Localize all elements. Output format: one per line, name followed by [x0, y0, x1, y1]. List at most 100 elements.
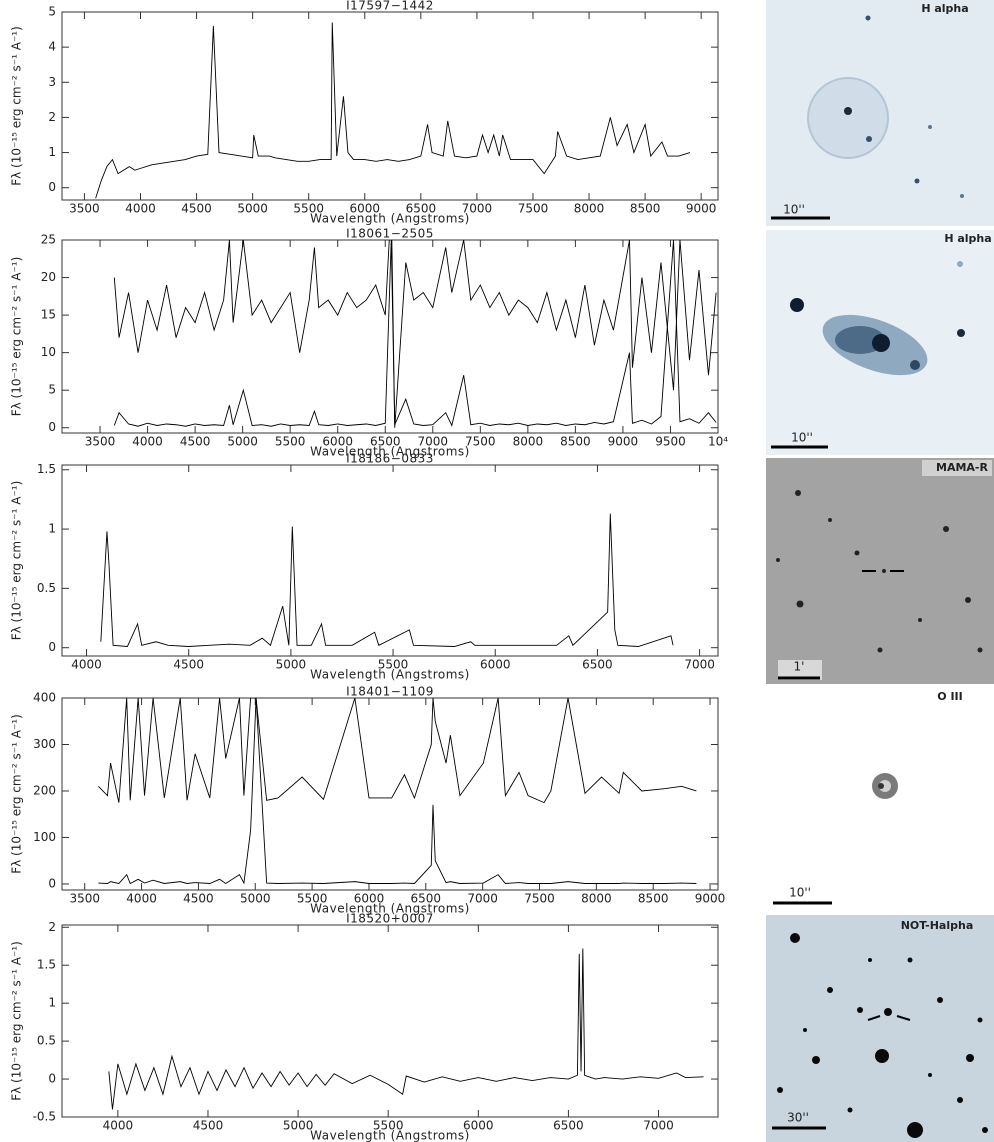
- star: [847, 1107, 853, 1113]
- x-tick-label: 6500: [370, 435, 401, 449]
- image-panel: MAMA-R 1': [766, 458, 994, 684]
- x-tick-label: 5500: [293, 202, 324, 216]
- x-tick-label: 7500: [518, 202, 549, 216]
- plot-frame: [61, 697, 719, 891]
- scale-label: 1': [794, 660, 805, 674]
- image-label: O III: [937, 690, 962, 703]
- star: [857, 1007, 863, 1013]
- y-tick-label: 200: [33, 783, 56, 797]
- star: [937, 997, 943, 1003]
- x-tick-label: 8500: [560, 435, 591, 449]
- x-tick-label: 8000: [513, 435, 544, 449]
- x-tick-label: 5000: [227, 435, 258, 449]
- x-tick-label: 8000: [574, 202, 605, 216]
- plot-frame: [61, 239, 719, 434]
- y-axis-label: Fλ (10⁻¹⁵ erg cm⁻² s⁻¹ A⁻¹): [10, 714, 24, 874]
- y-tick-label: 1.5: [37, 958, 56, 972]
- x-tick-label: 7000: [462, 202, 493, 216]
- star: [910, 360, 920, 370]
- star: [965, 597, 971, 603]
- y-tick-label: 2: [48, 110, 56, 124]
- y-tick-label: 15: [41, 308, 56, 322]
- x-tick-label: 6500: [553, 1119, 584, 1133]
- y-tick-label: 0: [48, 876, 56, 890]
- x-axis-label: Wavelength (Angstroms): [310, 668, 470, 682]
- y-tick-label: 3: [48, 75, 56, 89]
- star: [854, 550, 860, 556]
- plot-frame: [61, 924, 719, 1118]
- x-tick-label: 7000: [643, 1119, 674, 1133]
- x-tick-label: 4000: [103, 1119, 134, 1133]
- star: [960, 194, 964, 198]
- y-tick-label: 1: [48, 996, 56, 1010]
- x-tick-label: 3500: [69, 202, 100, 216]
- y-tick-label: 0.5: [37, 581, 56, 595]
- star: [866, 136, 872, 142]
- y-tick-label: 1: [48, 145, 56, 159]
- y-axis-label: Fλ (10⁻¹⁵ erg cm⁻² s⁻¹ A⁻¹): [10, 26, 24, 186]
- scale-label: 10'': [791, 431, 813, 445]
- y-tick-label: 5: [48, 383, 56, 397]
- star: [877, 647, 883, 653]
- spectrum-line: [108, 948, 704, 1110]
- y-axis-label: Fλ (10⁻¹⁵ erg cm⁻² s⁻¹ A⁻¹): [10, 481, 24, 641]
- star: [790, 298, 804, 312]
- y-axis-label: Fλ (10⁻¹⁵ erg cm⁻² s⁻¹ A⁻¹): [10, 941, 24, 1101]
- star: [872, 334, 890, 352]
- y-tick-label: 0.5: [37, 1034, 56, 1048]
- star: [777, 1087, 783, 1093]
- x-tick-label: 4000: [126, 892, 157, 906]
- star: [982, 1127, 988, 1133]
- x-tick-label: 6000: [322, 435, 353, 449]
- x-axis-label: Wavelength (Angstroms): [310, 902, 470, 916]
- y-tick-label: 400: [33, 691, 56, 705]
- label-box: [922, 460, 992, 476]
- chart-title: I18401−1109: [346, 685, 434, 699]
- image: [766, 687, 994, 912]
- image-label: NOT-Halpha: [901, 919, 974, 932]
- star: [776, 558, 780, 562]
- spectrum-line: [113, 240, 717, 428]
- x-tick-label: 7500: [524, 892, 555, 906]
- x-tick-label: 7000: [418, 435, 449, 449]
- y-tick-label: 0: [48, 1072, 56, 1086]
- x-tick-label: 5500: [373, 1119, 404, 1133]
- image-label: H alpha: [944, 232, 991, 245]
- y-tick-label: 0: [48, 420, 56, 434]
- x-tick-label: 9000: [608, 435, 639, 449]
- star: [977, 1017, 983, 1023]
- y-tick-label: -0.5: [33, 1110, 56, 1124]
- spectrum-line: [95, 22, 691, 199]
- chart-panel: I18186−0833 Wavelength (Angstroms) Fλ (10⁻…: [10, 452, 719, 682]
- nebula: [835, 326, 885, 354]
- scale-label: 30'': [787, 1111, 809, 1125]
- x-tick-label: 3500: [69, 892, 100, 906]
- x-tick-label: 9500: [655, 435, 686, 449]
- stars: [777, 933, 988, 1138]
- x-axis-label: Wavelength (Angstroms): [310, 1129, 470, 1142]
- x-axis-label: Wavelength (Angstroms): [310, 445, 470, 459]
- x-tick-label: 6500: [582, 658, 613, 672]
- y-tick-label: 1: [48, 522, 56, 536]
- star: [868, 958, 872, 962]
- spectrum-line: [98, 698, 697, 885]
- star: [795, 490, 801, 496]
- stars: [776, 490, 983, 653]
- x-tick-label: 5000: [237, 202, 268, 216]
- marker: [896, 1015, 911, 1021]
- y-tick-label: 20: [41, 270, 56, 284]
- star: [966, 1054, 974, 1062]
- star: [796, 600, 804, 608]
- x-tick-label: 6500: [411, 892, 442, 906]
- x-tick-label: 4500: [173, 658, 204, 672]
- nebula: [807, 77, 889, 159]
- x-tick-label: 5000: [283, 1119, 314, 1133]
- chart-panel: I18520+0007 Wavelength (Angstroms) Fλ (10⁻…: [10, 912, 719, 1142]
- y-tick-label: 0: [48, 640, 56, 654]
- scale-label: 10'': [783, 203, 805, 217]
- x-tick-label: 7500: [465, 435, 496, 449]
- x-tick-label: 5500: [297, 892, 328, 906]
- chart-title: I18186−0833: [346, 452, 434, 466]
- image-label: MAMA-R: [936, 461, 988, 474]
